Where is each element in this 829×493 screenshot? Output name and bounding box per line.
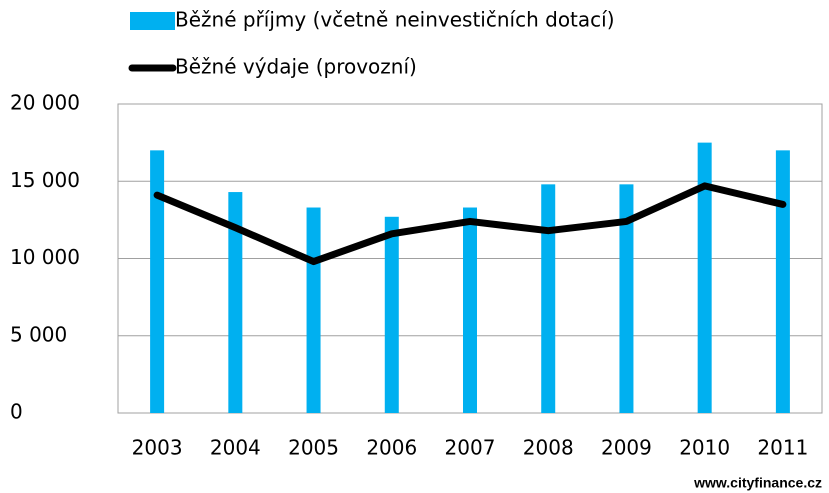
y-tick-label: 15 000	[10, 168, 80, 192]
y-tick-label: 5 000	[10, 322, 67, 346]
bar	[775, 150, 790, 413]
bar	[150, 150, 165, 413]
bar	[228, 192, 243, 413]
source: www.cityfinance.cz	[693, 475, 822, 491]
legend-swatch	[130, 12, 175, 30]
line	[153, 182, 787, 266]
x-tick-label: 2007	[445, 436, 496, 460]
x-tick-label: 2011	[757, 436, 808, 460]
x-tick-label: 2008	[523, 436, 574, 460]
x-tick-label: 2009	[601, 436, 652, 460]
x-tick-label: 2003	[132, 436, 183, 460]
x-tick-label: 2004	[210, 436, 261, 460]
y-tick-label: 0	[10, 400, 23, 424]
bar	[463, 207, 477, 413]
bar	[619, 184, 634, 413]
bar	[384, 216, 399, 413]
legend-label: Běžné příjmy (včetně neinvestičních dota…	[175, 8, 615, 32]
y-tick-label: 10 000	[10, 245, 80, 269]
bar	[541, 184, 556, 413]
bar	[306, 207, 321, 413]
bar	[697, 142, 712, 413]
x-tick-label: 2005	[288, 436, 339, 460]
x-tick-label: 2010	[679, 436, 730, 460]
legend-label: Běžné výdaje (provozní)	[175, 55, 417, 79]
x-tick-label: 2006	[366, 436, 417, 460]
y-tick-label: 20 000	[10, 91, 80, 115]
